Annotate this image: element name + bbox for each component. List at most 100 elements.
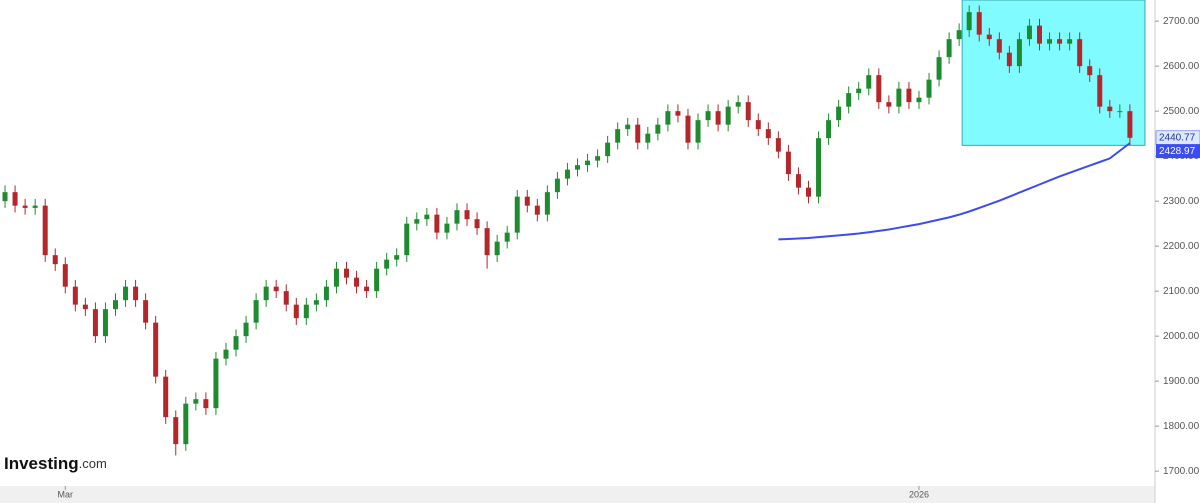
- candle-body: [223, 349, 229, 359]
- candle-body: [534, 205, 540, 215]
- highlight-box: [961, 0, 1146, 146]
- ma-price-label: 2428.97: [1159, 146, 1196, 157]
- candle-body: [52, 255, 58, 265]
- candle-body: [143, 300, 149, 323]
- candle-body: [333, 268, 339, 287]
- candle-body: [203, 399, 209, 409]
- y-tick-label: 2100.00: [1163, 286, 1200, 297]
- candle-body: [856, 88, 862, 94]
- logo-suffix: .com: [79, 456, 107, 471]
- candle-body: [344, 268, 349, 278]
- logo-brand-text: Investing: [4, 454, 79, 473]
- ma-price-box: [1156, 144, 1200, 159]
- candle-body: [695, 120, 701, 143]
- candle-body: [785, 151, 791, 175]
- candle-body: [1117, 111, 1123, 113]
- y-tick-label: 1700.00: [1163, 466, 1200, 477]
- candle-body: [424, 214, 430, 220]
- candle-body: [454, 210, 460, 224]
- candle-body: [986, 34, 992, 40]
- candle-body: [243, 322, 249, 337]
- candle-body: [464, 210, 470, 220]
- x-axis-strip: [0, 486, 1155, 503]
- y-tick-label: 1900.00: [1163, 376, 1200, 387]
- candle-body: [183, 403, 189, 445]
- candle-body: [414, 219, 420, 224]
- candle-body: [866, 75, 872, 89]
- candle-body: [193, 399, 199, 404]
- candle-body: [384, 259, 390, 269]
- candle-body: [665, 111, 671, 125]
- candle-body: [816, 138, 822, 197]
- candle-body: [836, 106, 842, 121]
- candle-body: [434, 214, 440, 233]
- candle-body: [575, 165, 580, 170]
- candle-body: [504, 232, 510, 242]
- candle-body: [645, 133, 651, 143]
- candle-body: [32, 205, 38, 208]
- candle-body: [996, 39, 1002, 53]
- candle-body: [303, 304, 309, 319]
- candle-body: [806, 187, 811, 197]
- logo-brand: Investing.com: [4, 454, 107, 473]
- candle-body: [1057, 39, 1063, 44]
- candle-body: [12, 192, 18, 206]
- candle-body: [92, 309, 98, 337]
- candle-body: [1087, 66, 1093, 76]
- candle-body: [62, 264, 68, 287]
- candle-body: [394, 255, 400, 260]
- candle-body: [876, 75, 882, 103]
- candle-body: [1107, 106, 1113, 112]
- candle-body: [253, 300, 259, 323]
- candle-body: [564, 169, 570, 179]
- candle-body: [745, 102, 751, 121]
- candle-body: [514, 196, 520, 233]
- candle-body: [153, 322, 159, 377]
- candle-body: [826, 120, 832, 139]
- candle-body: [635, 124, 641, 143]
- candle-body: [916, 97, 922, 103]
- moving-average-line: [778, 142, 1131, 241]
- candle-body: [1047, 39, 1053, 44]
- y-tick-label: 2000.00: [1163, 331, 1200, 342]
- y-tick-label: 2600.00: [1163, 61, 1200, 72]
- candle-body: [133, 286, 139, 301]
- candle-body: [163, 376, 169, 418]
- candle-body: [102, 309, 108, 337]
- candle-body: [173, 417, 179, 445]
- candle-body: [775, 138, 781, 152]
- candle-body: [1006, 52, 1012, 67]
- candle-body: [685, 115, 691, 143]
- candle-body: [72, 286, 78, 305]
- y-tick-label: 2300.00: [1163, 196, 1200, 207]
- candle-body: [625, 124, 631, 130]
- candle-body: [976, 12, 982, 35]
- candle-body: [233, 336, 239, 350]
- candle-body: [554, 178, 560, 193]
- y-tick-label: 2200.00: [1163, 241, 1200, 252]
- candle-body: [484, 228, 490, 256]
- candle-body: [213, 358, 219, 409]
- candle-body: [273, 286, 279, 292]
- candle-body: [735, 102, 741, 107]
- candle-body: [404, 223, 410, 256]
- candle-body: [313, 300, 319, 305]
- candle-body: [293, 304, 299, 319]
- candle-body: [113, 300, 118, 310]
- candle-body: [886, 102, 892, 107]
- candle-body: [705, 111, 711, 121]
- candle-body: [615, 129, 621, 143]
- candle-body: [494, 241, 500, 256]
- candle-body: [956, 30, 962, 40]
- candle-body: [524, 196, 530, 206]
- x-tick-label: Mar: [58, 489, 74, 499]
- candle-body: [966, 12, 972, 31]
- candle-body: [725, 106, 731, 125]
- candle-body: [1067, 39, 1073, 44]
- candle-body: [263, 286, 269, 301]
- candle-body: [283, 291, 289, 305]
- candle-body: [123, 286, 129, 301]
- candle-body: [1026, 25, 1032, 40]
- x-tick-label: 2026: [909, 489, 929, 499]
